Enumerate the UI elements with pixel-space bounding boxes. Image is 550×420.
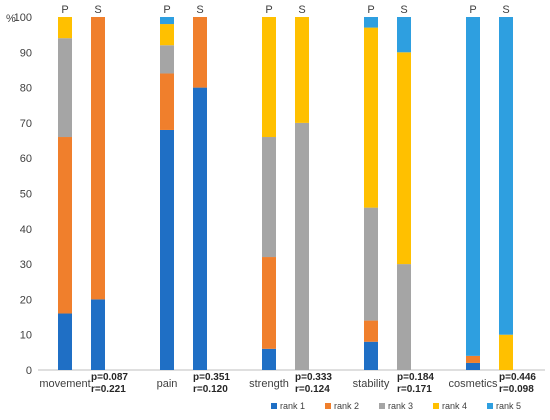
- bar-segment-cosmetics-S-rank-4: [499, 334, 513, 370]
- stat-label: p=0.446: [499, 372, 536, 383]
- bar-segment-stability-P-rank-3: [364, 207, 378, 321]
- bar-top-label: P: [367, 4, 374, 16]
- bar-segment-stability-S-rank-3: [397, 264, 411, 370]
- bar-segment-movement-S-rank-2: [91, 17, 105, 300]
- bar-segment-strength-P-rank-4: [262, 17, 276, 138]
- bar-segment-pain-P-rank-3: [160, 45, 174, 74]
- y-tick-label: 90: [20, 47, 32, 59]
- legend-label: rank 2: [334, 401, 359, 411]
- bar-segment-movement-P-rank-2: [58, 137, 72, 314]
- y-tick-label: 40: [20, 224, 32, 236]
- stat-label: r=0.098: [499, 384, 534, 395]
- y-tick-label: 80: [20, 83, 32, 95]
- bar-top-label: P: [61, 4, 68, 16]
- bar-segment-pain-P-rank-2: [160, 73, 174, 130]
- stat-label: p=0.184: [397, 372, 434, 383]
- y-tick-label: 70: [20, 118, 32, 130]
- legend-label: rank 1: [280, 401, 305, 411]
- bar-segment-strength-P-rank-1: [262, 348, 276, 370]
- bar-segment-cosmetics-P-rank-5: [466, 17, 480, 356]
- bars: [58, 17, 513, 371]
- bar-top-label: S: [400, 4, 407, 16]
- legend-swatch: [271, 403, 277, 409]
- bar-top-label: S: [298, 4, 305, 16]
- bar-segment-cosmetics-S-rank-5: [499, 17, 513, 335]
- bar-segment-stability-P-rank-5: [364, 17, 378, 28]
- bar-segment-cosmetics-P-rank-1: [466, 362, 480, 370]
- legend: rank 1 rank 2 rank 3 rank 4 rank 5: [271, 401, 521, 411]
- bar-segment-movement-P-rank-1: [58, 313, 72, 370]
- legend-swatch: [379, 403, 385, 409]
- category-label: movement: [39, 378, 90, 390]
- legend-swatch: [325, 403, 331, 409]
- bar-top-label: P: [265, 4, 272, 16]
- bar-top-label: P: [469, 4, 476, 16]
- legend-label: rank 4: [442, 401, 467, 411]
- bar-top-label: S: [196, 4, 203, 16]
- bar-segment-pain-P-rank-4: [160, 24, 174, 46]
- bar-top-label: S: [94, 4, 101, 16]
- bar-segment-strength-S-rank-3: [295, 122, 309, 371]
- y-tick-label: 20: [20, 294, 32, 306]
- category-label: pain: [157, 378, 178, 390]
- bar-segment-movement-S-rank-1: [91, 299, 105, 370]
- category-label: stability: [353, 378, 390, 390]
- bar-segment-pain-P-rank-1: [160, 129, 174, 370]
- bar-segment-strength-S-rank-4: [295, 17, 309, 123]
- y-axis-label: %: [6, 13, 16, 25]
- bar-top-label: S: [502, 4, 509, 16]
- stat-label: r=0.120: [193, 384, 228, 395]
- legend-label: rank 3: [388, 401, 413, 411]
- legend-swatch: [433, 403, 439, 409]
- bar-segment-stability-P-rank-4: [364, 27, 378, 208]
- category-label: strength: [249, 378, 289, 390]
- bar-segment-pain-P-rank-5: [160, 17, 174, 25]
- stat-label: r=0.221: [91, 384, 126, 395]
- bar-segment-movement-P-rank-3: [58, 38, 72, 138]
- y-axis-ticks: 0 10 20 30 40 50 60 70 80 90 100: [14, 12, 32, 377]
- y-tick-label: 0: [26, 365, 32, 377]
- bar-segment-cosmetics-P-rank-2: [466, 355, 480, 363]
- y-tick-label: 10: [20, 330, 32, 342]
- legend-swatch: [487, 403, 493, 409]
- y-tick-label: 60: [20, 153, 32, 165]
- stat-label: p=0.087: [91, 372, 128, 383]
- legend-label: rank 5: [496, 401, 521, 411]
- bar-segment-movement-P-rank-4: [58, 17, 72, 39]
- bar-segment-stability-P-rank-1: [364, 341, 378, 370]
- bar-segment-pain-S-rank-2: [193, 17, 207, 88]
- bar-segment-strength-P-rank-2: [262, 257, 276, 349]
- y-tick-label: 100: [14, 12, 32, 24]
- stat-label: r=0.124: [295, 384, 330, 395]
- bar-segment-strength-P-rank-3: [262, 137, 276, 258]
- bar-segment-stability-P-rank-2: [364, 320, 378, 342]
- stat-label: r=0.171: [397, 384, 432, 395]
- y-tick-label: 30: [20, 259, 32, 271]
- bar-segment-stability-S-rank-5: [397, 17, 411, 53]
- bar-segment-stability-S-rank-4: [397, 52, 411, 265]
- stat-label: p=0.351: [193, 372, 230, 383]
- y-tick-label: 50: [20, 189, 32, 201]
- bar-segment-pain-S-rank-1: [193, 87, 207, 370]
- stat-label: p=0.333: [295, 372, 332, 383]
- bar-top-label: P: [163, 4, 170, 16]
- category-label: cosmetics: [449, 378, 498, 390]
